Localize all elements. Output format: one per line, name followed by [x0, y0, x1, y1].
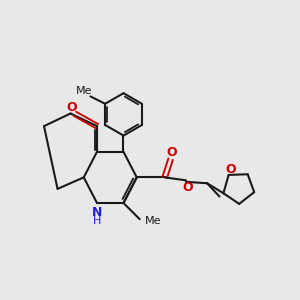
Text: O: O [167, 146, 177, 159]
Text: Me: Me [76, 86, 92, 96]
Text: H: H [93, 216, 101, 226]
Text: N: N [92, 206, 102, 219]
Text: O: O [182, 181, 193, 194]
Text: Me: Me [145, 216, 161, 226]
Text: O: O [226, 163, 236, 176]
Text: O: O [67, 101, 77, 114]
